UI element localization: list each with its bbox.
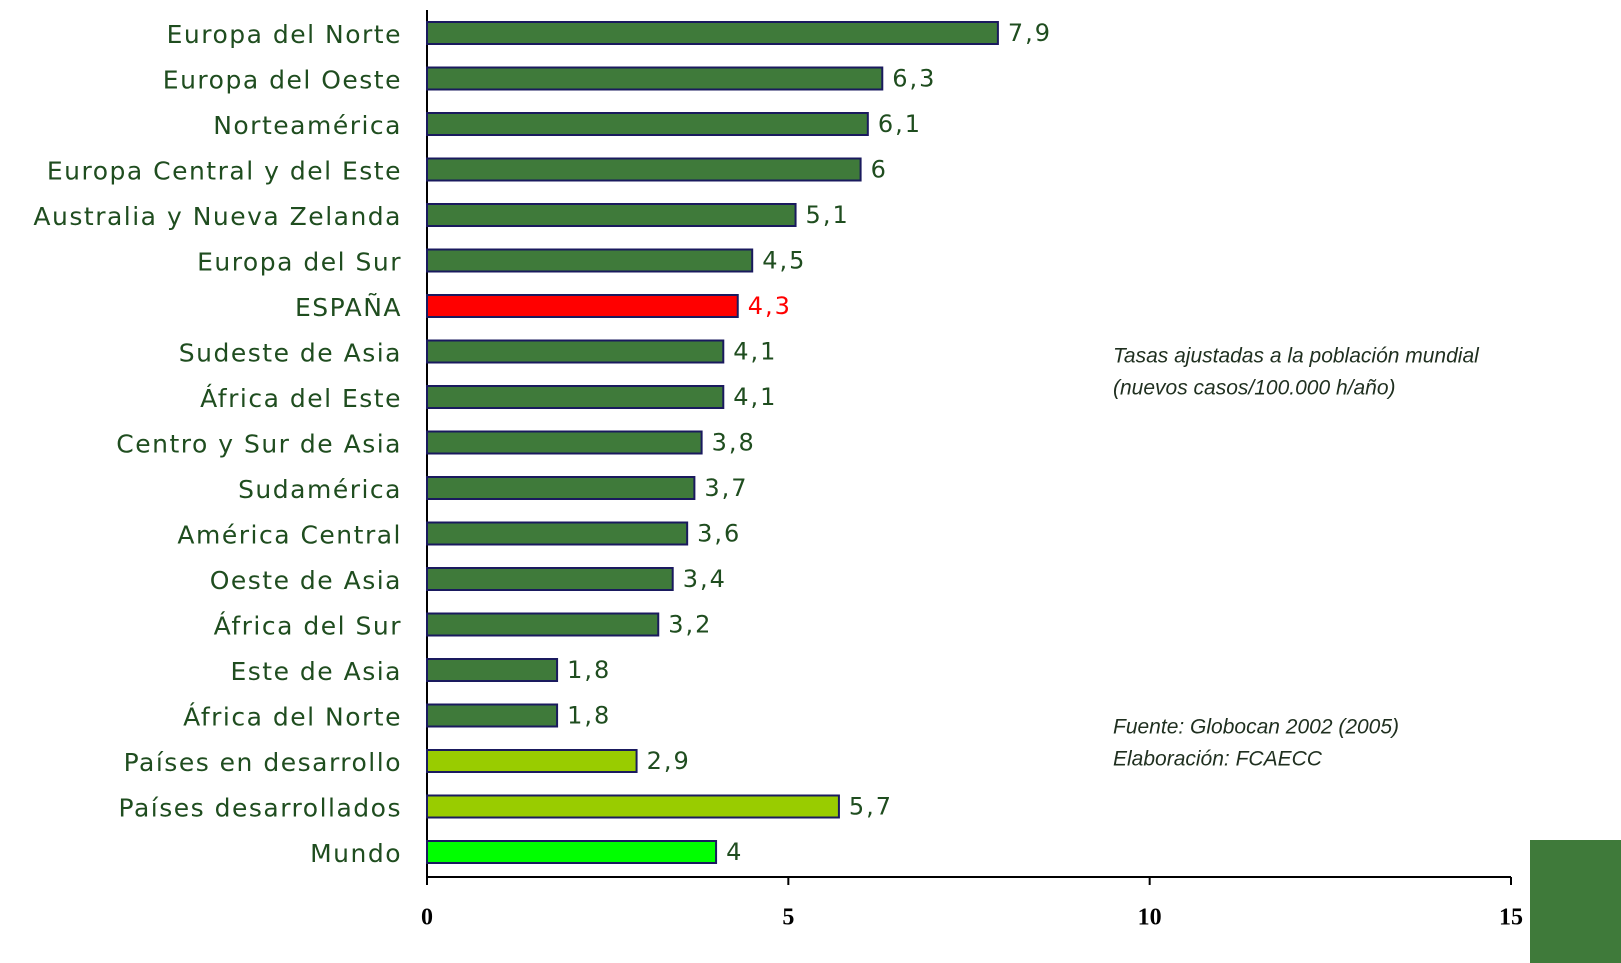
bar — [426, 658, 559, 682]
bar — [426, 203, 797, 227]
annotation: Elaboración: FCAECC — [1113, 748, 1323, 771]
category-label: África del Este — [200, 384, 402, 413]
value-label: 4,1 — [733, 383, 777, 411]
category-label: Mundo — [310, 839, 402, 868]
bar — [426, 339, 725, 364]
value-label: 3,4 — [683, 565, 727, 593]
value-label: 3,8 — [712, 429, 756, 457]
value-label: 4,1 — [733, 338, 777, 366]
x-tick-label: 0 — [421, 905, 433, 931]
value-label: 4 — [726, 838, 743, 866]
category-label: África del Sur — [214, 612, 402, 641]
bar — [426, 521, 689, 546]
category-label: Norteamérica — [213, 111, 402, 140]
bar — [426, 794, 840, 819]
annotation: Fuente: Globocan 2002 (2005) — [1113, 716, 1399, 739]
category-label: Este de Asia — [230, 657, 402, 686]
bar — [426, 749, 638, 773]
value-label: 6 — [871, 156, 888, 184]
annotation: (nuevos casos/100.000 h/año) — [1113, 377, 1396, 400]
bar — [426, 294, 739, 318]
value-label: 6,1 — [878, 110, 922, 138]
value-label: 3,2 — [668, 611, 712, 639]
annotation: Tasas ajustadas a la población mundial — [1113, 345, 1480, 368]
bar — [426, 112, 869, 136]
category-label: Sudamérica — [238, 475, 402, 504]
category-label: África del Norte — [183, 703, 402, 732]
x-tick-label: 5 — [782, 905, 794, 931]
value-label: 6,3 — [892, 65, 936, 93]
bar — [426, 612, 660, 637]
category-label: Centro y Sur de Asia — [116, 430, 402, 459]
value-label: 2,9 — [647, 747, 691, 775]
category-label: Países en desarrollo — [124, 748, 402, 777]
bar — [426, 840, 718, 864]
category-label: América Central — [177, 521, 402, 550]
value-label: 3,6 — [697, 520, 741, 548]
bar — [426, 385, 725, 409]
decor-block — [1530, 840, 1621, 963]
category-label: Países desarrollados — [119, 794, 402, 823]
bar — [426, 567, 674, 591]
value-label: 4,5 — [762, 247, 806, 275]
bar — [426, 157, 862, 182]
value-label: 7,9 — [1008, 19, 1052, 47]
bar — [426, 703, 559, 728]
value-label: 4,3 — [748, 292, 792, 320]
category-label: ESPAÑA — [295, 292, 402, 322]
bar — [426, 248, 754, 273]
x-tick-label: 10 — [1138, 905, 1162, 931]
x-tick-label: 15 — [1499, 905, 1523, 931]
category-label: Sudeste de Asia — [179, 339, 402, 368]
category-label: Europa Central y del Este — [47, 157, 402, 186]
value-label: 1,8 — [567, 656, 611, 684]
bar — [426, 66, 884, 91]
category-label: Europa del Oeste — [163, 66, 402, 95]
value-label: 5,1 — [806, 201, 850, 229]
bar — [426, 476, 696, 500]
value-label: 1,8 — [567, 702, 611, 730]
bar — [426, 430, 703, 455]
value-label: 3,7 — [704, 474, 748, 502]
category-label: Europa del Norte — [167, 20, 402, 49]
bar — [426, 21, 999, 45]
value-label: 5,7 — [849, 793, 893, 821]
category-label: Australia y Nueva Zelanda — [33, 202, 402, 231]
category-label: Oeste de Asia — [210, 566, 402, 595]
category-label: Europa del Sur — [197, 248, 402, 277]
